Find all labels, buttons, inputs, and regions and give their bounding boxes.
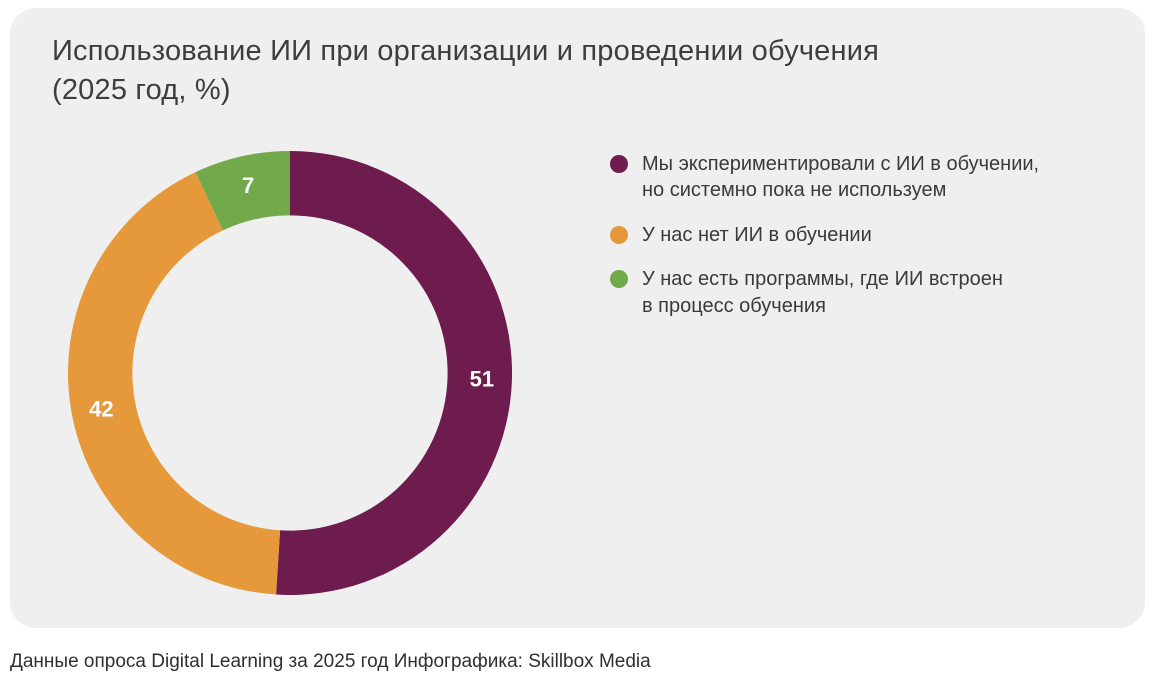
infographic-card: Использование ИИ при организации и прове…: [10, 8, 1145, 628]
legend-item: У нас есть программы, где ИИ встроен в п…: [610, 266, 1110, 319]
source-attribution: Данные опроса Digital Learning за 2025 г…: [10, 651, 651, 672]
chart-title: Использование ИИ при организации и прове…: [52, 35, 880, 106]
donut-segment: [195, 151, 290, 231]
legend-item-label: У нас есть программы, где ИИ встроен в п…: [642, 268, 1003, 317]
legend-color-dot-icon: [610, 270, 628, 289]
legend-color-dot-icon: [610, 225, 628, 244]
legend-item-label: У нас нет ИИ в обучении: [642, 223, 872, 246]
legend: Мы экспериментировали с ИИ в обучении, н…: [610, 151, 1110, 319]
legend-item-label: Мы экспериментировали с ИИ в обучении, н…: [642, 153, 1040, 202]
legend-item: У нас нет ИИ в обучении: [610, 222, 1110, 248]
legend-color-dot-icon: [610, 155, 628, 173]
slice-value-label: 7: [242, 173, 254, 198]
donut-segment: [68, 172, 281, 595]
donut-chart: 51 42 7: [68, 151, 513, 595]
legend-item: Мы экспериментировали с ИИ в обучении, н…: [610, 151, 1110, 204]
slice-value-label: 42: [89, 397, 113, 422]
slice-value-label: 51: [470, 367, 494, 392]
donut-segment: [276, 151, 513, 595]
